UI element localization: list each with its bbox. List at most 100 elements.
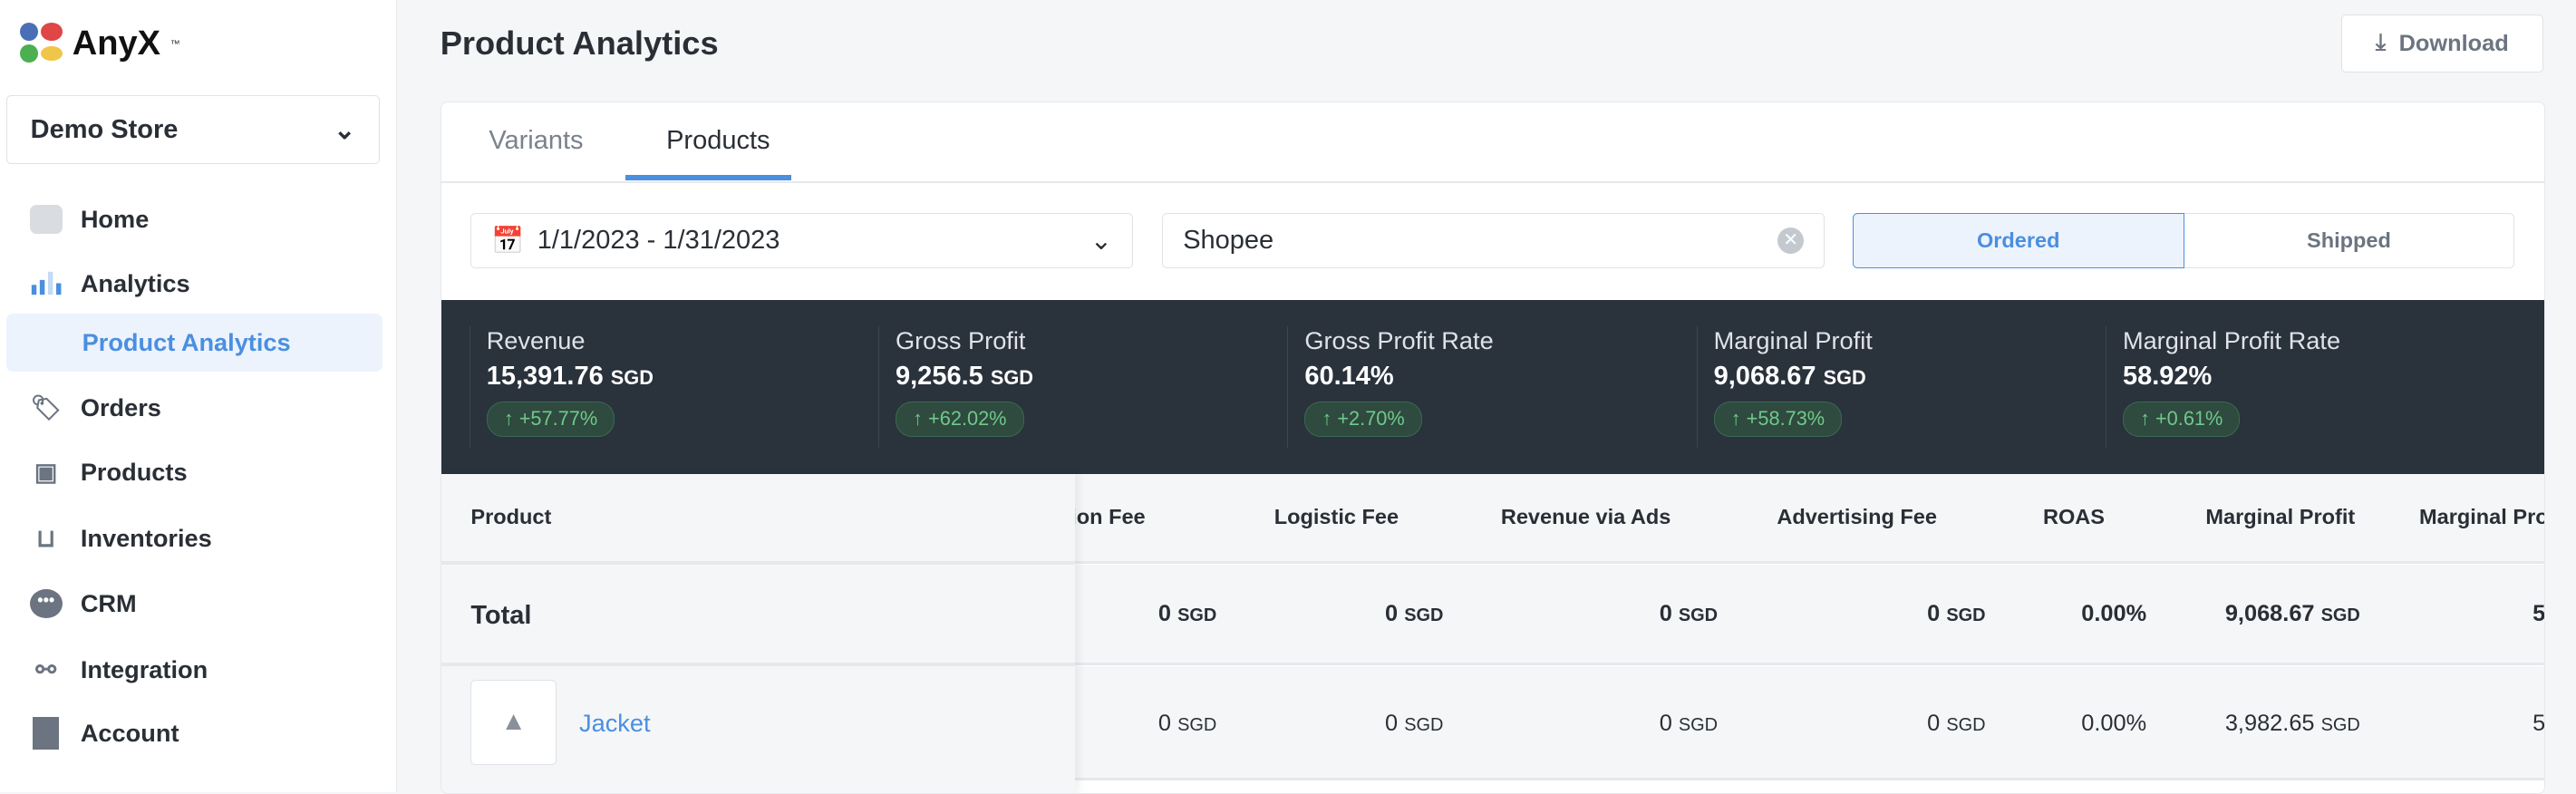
chat-icon: ••• [28, 586, 64, 622]
sidebar-item-integration[interactable]: ⚯ Integration [6, 641, 383, 698]
logo-icon [19, 23, 63, 65]
sidebar-item-label: Products [80, 458, 188, 487]
stat-gross-profit-rate: Gross Profit Rate 60.14% ↑ +2.70% [1287, 325, 1712, 448]
change-badge: ↑ +2.70% [1304, 402, 1422, 437]
stat-value: 9,256.5 [896, 362, 983, 392]
download-button[interactable]: ⤓ Download [2340, 15, 2543, 73]
sidebar-item-label: Product Analytics [82, 327, 291, 356]
cell-unit: SGD [2320, 605, 2360, 625]
sidebar-item-label: Orders [80, 393, 161, 422]
cell-value: 3,982.65 [2224, 711, 2315, 736]
cell-value: 0 [1659, 600, 1672, 626]
sidebar-item-inventories[interactable]: ⊔ Inventories [6, 509, 383, 566]
column-header-product[interactable]: Product [470, 505, 552, 529]
change-badge: ↑ +57.77% [486, 402, 615, 437]
stat-gross-profit: Gross Profit 9,256.5 SGD ↑ +62.02% [877, 325, 1303, 448]
column-header[interactable]: Revenue via Ads [1500, 505, 1671, 529]
cell-unit: SGD [2320, 715, 2360, 735]
change-value: +57.77% [518, 407, 598, 431]
sidebar-item-product-analytics[interactable]: Product Analytics [6, 314, 383, 372]
change-badge: ↑ +62.02% [896, 402, 1024, 437]
sidebar-item-label: Home [80, 204, 150, 233]
cell-value: 0 [1659, 711, 1672, 736]
store-selector[interactable]: Demo Store ⌄ [6, 95, 380, 165]
sidebar-item-account[interactable]: Account [6, 705, 383, 762]
store-name: Demo Store [30, 114, 179, 144]
analytics-card: Variants Products 📅 1/1/2023 - 1/31/2023… [440, 102, 2545, 794]
change-value: +62.02% [928, 407, 1007, 431]
dolly-icon: ⊔ [36, 523, 56, 552]
cell-value: 0 [1927, 711, 1941, 736]
stats-summary: Revenue 15,391.76 SGD ↑ +57.77% Gross Prof… [441, 299, 2544, 474]
sidebar-item-orders[interactable]: 🏷 Orders [6, 380, 383, 437]
stat-unit: SGD [1823, 366, 1866, 390]
chevron-down-icon: ⌄ [334, 115, 356, 145]
cell-unit: SGD [1678, 715, 1719, 735]
sidebar-item-label: CRM [80, 589, 137, 618]
clear-icon[interactable]: ✕ [1777, 228, 1805, 255]
date-range-picker[interactable]: 📅 1/1/2023 - 1/31/2023 ⌄ [470, 212, 1133, 269]
cell-value: 0.00% [2081, 600, 2147, 626]
column-header[interactable]: Logistic Fee [1273, 505, 1399, 529]
brand-name: AnyX [72, 24, 161, 63]
stat-value: 15,391.76 [486, 362, 604, 392]
chevron-down-icon: ⌄ [1089, 227, 1113, 257]
cell-value: 0 [1157, 600, 1172, 626]
tab-variants[interactable]: Variants [489, 125, 584, 155]
sidebar-item-analytics[interactable]: Analytics [6, 255, 383, 312]
sidebar-item-label: Integration [80, 654, 208, 683]
cell-value: 5 [2532, 711, 2545, 736]
column-header[interactable]: Marginal Pro [2419, 505, 2545, 529]
divider [441, 181, 2544, 184]
stat-label: Marginal Profit [1713, 325, 1873, 354]
sidebar-item-home[interactable]: Home [6, 190, 383, 247]
anyx-logo[interactable]: AnyX ™ [19, 23, 180, 65]
cell-unit: SGD [1177, 715, 1217, 735]
integration-icon: ⚯ [35, 654, 57, 683]
shipped-toggle[interactable]: Shipped [2184, 212, 2515, 269]
sidebar-item-crm[interactable]: ••• CRM [6, 575, 383, 632]
calendar-icon: 📅 [491, 226, 525, 256]
cell-value: 5 [2532, 600, 2545, 626]
channel-value: Shopee [1183, 226, 1274, 256]
cell-value: 0 [1927, 600, 1941, 626]
tag-icon: 🏷 [30, 393, 63, 422]
change-value: +0.61% [2155, 407, 2223, 431]
product-link[interactable]: Jacket [579, 709, 651, 738]
cell-value: 0 [1385, 600, 1399, 626]
trademark: ™ [169, 38, 180, 50]
tab-products[interactable]: Products [666, 125, 770, 155]
change-value: +58.73% [1746, 407, 1825, 431]
stat-unit: SGD [610, 366, 654, 390]
stat-label: Gross Profit Rate [1304, 325, 1494, 354]
stat-marginal-profit-rate: Marginal Profit Rate 58.92% ↑ +0.61% [2105, 325, 2531, 448]
sidebar-item-label: Analytics [80, 268, 190, 297]
page-title: Product Analytics [440, 24, 719, 63]
stat-label: Gross Profit [896, 325, 1026, 354]
stat-unit: SGD [990, 366, 1033, 390]
download-label: Download [2398, 30, 2509, 56]
change-value: +2.70% [1337, 407, 1405, 431]
date-range-value: 1/1/2023 - 1/31/2023 [537, 226, 780, 256]
cell-value: 0.00% [2081, 711, 2147, 736]
cell-unit: SGD [1404, 715, 1444, 735]
column-header[interactable]: Marginal Profit [2205, 505, 2356, 529]
ordered-toggle[interactable]: Ordered [1852, 212, 2184, 269]
change-badge: ↑ +58.73% [1713, 402, 1843, 437]
stat-label: Marginal Profit Rate [2122, 325, 2341, 354]
stat-value: 9,068.67 [1713, 362, 1816, 392]
column-header[interactable]: ROAS [2042, 505, 2105, 529]
sidebar-item-products[interactable]: ▣ Products [6, 443, 383, 500]
cell-value: 0 [1385, 711, 1399, 736]
cell-unit: SGD [1404, 605, 1444, 625]
total-label: Total [470, 600, 532, 630]
box-icon: ▣ [34, 458, 58, 487]
building-icon [28, 715, 64, 751]
stat-value: 58.92% [2122, 362, 2213, 392]
sidebar-item-label: Account [80, 719, 179, 748]
product-image-placeholder-icon: ▲ [470, 679, 557, 765]
channel-filter[interactable]: Shopee ✕ [1162, 212, 1825, 269]
stat-value: 60.14% [1304, 362, 1394, 392]
sidebar-item-label: Inventories [80, 523, 212, 552]
column-header[interactable]: Advertising Fee [1777, 505, 1937, 529]
